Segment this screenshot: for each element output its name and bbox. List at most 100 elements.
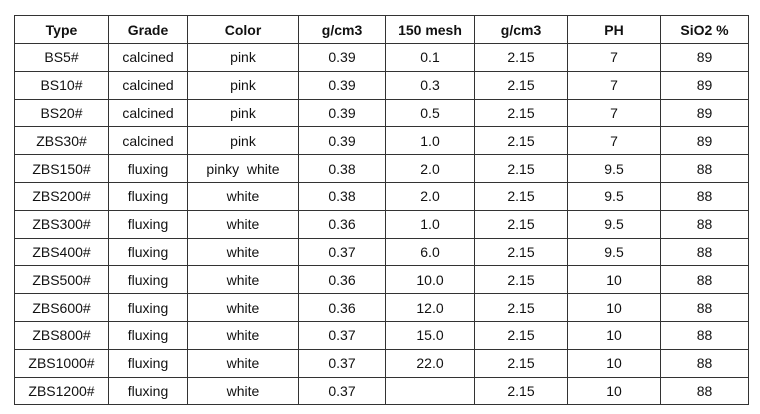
table-row: BS20# calcined pink 0.39 0.5 2.15 7 89 — [14, 98, 749, 128]
table-cell: ZBS1200# — [14, 376, 109, 406]
table-cell: 10 — [567, 376, 661, 406]
table-cell: calcined — [108, 70, 188, 100]
table-cell: 88 — [660, 209, 749, 239]
table-cell: 22.0 — [385, 348, 475, 378]
table-cell: 6.0 — [385, 237, 475, 267]
table-cell: pink — [187, 43, 299, 72]
table-cell: 88 — [660, 320, 749, 350]
table-cell: 2.15 — [474, 293, 568, 322]
table-cell: calcined — [108, 98, 188, 128]
table-row: ZBS500# fluxing white 0.36 10.0 2.15 10 88 — [14, 265, 749, 295]
table-cell: 9.5 — [567, 154, 661, 183]
header-cell: PH — [567, 15, 661, 44]
table-cell: 2.15 — [474, 154, 568, 183]
table-cell: 2.15 — [474, 43, 568, 72]
table-cell: 9.5 — [567, 181, 661, 211]
table-cell: 0.39 — [298, 126, 386, 156]
table-cell: BS10# — [14, 70, 109, 100]
table-cell: 10 — [567, 265, 661, 295]
table-row: BS5# calcined pink 0.39 0.1 2.15 7 89 — [14, 43, 749, 72]
table-cell: ZBS200# — [14, 181, 109, 211]
spec-table: Type Grade Color g/cm3 150 mesh g/cm3 PH SiO2 %… — [14, 15, 749, 406]
table-cell: 10.0 — [385, 265, 475, 295]
table-cell: 0.39 — [298, 43, 386, 72]
header-cell: g/cm3 — [474, 15, 568, 44]
table-cell: 89 — [660, 70, 749, 100]
table-cell: 10 — [567, 348, 661, 378]
table-cell: 7 — [567, 43, 661, 72]
table-cell: 12.0 — [385, 293, 475, 322]
table-cell: 2.15 — [474, 181, 568, 211]
table-cell: 0.36 — [298, 293, 386, 322]
table-row: ZBS600# fluxing white 0.36 12.0 2.15 10 88 — [14, 293, 749, 322]
table-row: ZBS1200# fluxing white 0.37 2.15 10 88 — [14, 376, 749, 406]
table-cell: 0.37 — [298, 320, 386, 350]
table-container: Type Grade Color g/cm3 150 mesh g/cm3 PH SiO2 %… — [14, 15, 749, 406]
table-row: ZBS200# fluxing white 0.38 2.0 2.15 9.5 88 — [14, 181, 749, 211]
table-cell: pinky white — [187, 154, 299, 183]
table-cell: 0.36 — [298, 265, 386, 295]
table-cell: 2.15 — [474, 209, 568, 239]
table-cell: fluxing — [108, 209, 188, 239]
table-cell: 0.39 — [298, 98, 386, 128]
table-cell: fluxing — [108, 348, 188, 378]
table-cell: ZBS1000# — [14, 348, 109, 378]
table-cell: 1.0 — [385, 209, 475, 239]
table-cell: ZBS400# — [14, 237, 109, 267]
table-cell: 15.0 — [385, 320, 475, 350]
table-cell: 0.39 — [298, 70, 386, 100]
table-cell: 88 — [660, 348, 749, 378]
table-cell: 9.5 — [567, 237, 661, 267]
table-cell: 89 — [660, 98, 749, 128]
table-cell: white — [187, 237, 299, 267]
table-cell: calcined — [108, 126, 188, 156]
table-cell: fluxing — [108, 265, 188, 295]
table-cell: calcined — [108, 43, 188, 72]
header-cell: SiO2 % — [660, 15, 749, 44]
table-cell: BS20# — [14, 98, 109, 128]
header-cell: Type — [14, 15, 109, 44]
table-cell: 88 — [660, 293, 749, 322]
table-cell: 1.0 — [385, 126, 475, 156]
table-cell: 2.15 — [474, 126, 568, 156]
header-row: Type Grade Color g/cm3 150 mesh g/cm3 PH SiO2 % — [14, 15, 749, 44]
table-row: BS10# calcined pink 0.39 0.3 2.15 7 89 — [14, 70, 749, 100]
table-cell: pink — [187, 70, 299, 100]
table-cell: fluxing — [108, 293, 188, 322]
table-cell: 0.5 — [385, 98, 475, 128]
table-cell: 89 — [660, 126, 749, 156]
table-row: ZBS30# calcined pink 0.39 1.0 2.15 7 89 — [14, 126, 749, 156]
table-cell: pink — [187, 98, 299, 128]
table-body: BS5# calcined pink 0.39 0.1 2.15 7 89 BS10# calci… — [14, 43, 749, 406]
table-cell: 2.0 — [385, 154, 475, 183]
header-cell: 150 mesh — [385, 15, 475, 44]
table-cell: 88 — [660, 237, 749, 267]
table-cell: 0.37 — [298, 348, 386, 378]
table-cell: 2.15 — [474, 348, 568, 378]
header-cell: g/cm3 — [298, 15, 386, 44]
table-cell: 0.3 — [385, 70, 475, 100]
table-cell: 7 — [567, 98, 661, 128]
table-cell: white — [187, 209, 299, 239]
table-cell: 10 — [567, 320, 661, 350]
table-cell: 2.15 — [474, 265, 568, 295]
table-cell: ZBS500# — [14, 265, 109, 295]
table-cell: white — [187, 348, 299, 378]
table-cell: 2.15 — [474, 376, 568, 406]
table-cell: ZBS30# — [14, 126, 109, 156]
table-cell: 88 — [660, 265, 749, 295]
table-cell: 0.37 — [298, 237, 386, 267]
table-cell: 0.37 — [298, 376, 386, 406]
table-cell: white — [187, 181, 299, 211]
table-cell: fluxing — [108, 154, 188, 183]
table-cell: 2.0 — [385, 181, 475, 211]
table-row: ZBS800# fluxing white 0.37 15.0 2.15 10 88 — [14, 320, 749, 350]
table-cell: 0.38 — [298, 154, 386, 183]
table-cell: 2.15 — [474, 70, 568, 100]
table-cell: ZBS800# — [14, 320, 109, 350]
table-cell: BS5# — [14, 43, 109, 72]
table-cell: 0.1 — [385, 43, 475, 72]
table-cell: 88 — [660, 376, 749, 406]
table-cell: fluxing — [108, 181, 188, 211]
table-cell: 2.15 — [474, 98, 568, 128]
